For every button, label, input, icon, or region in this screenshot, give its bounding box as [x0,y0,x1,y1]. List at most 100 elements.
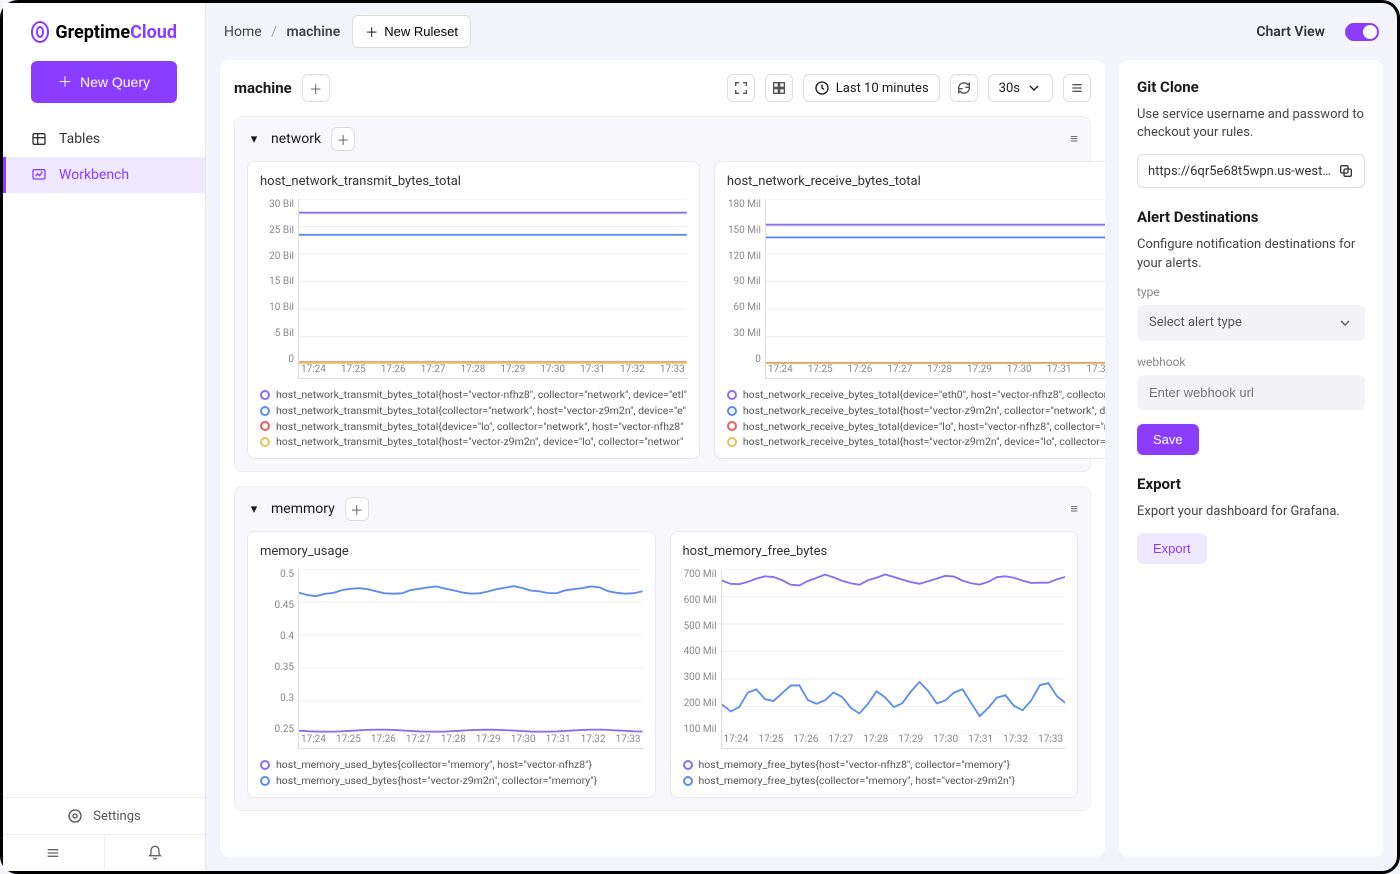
legend-item[interactable]: host_memory_used_bytes{collector="memory… [260,757,643,773]
sidebar-item-tables[interactable]: Tables [3,121,205,157]
legend-marker-icon [260,421,270,431]
topbar: Home / machine ＋ New Ruleset Chart View [206,3,1397,60]
x-tick: 17:26 [381,364,406,378]
bell-icon [147,845,163,861]
y-tick: 30 Bil [260,199,294,210]
x-tick: 17:27 [828,734,853,748]
alert-destinations-heading: Alert Destinations [1137,208,1365,226]
add-panel-button[interactable]: ＋ [345,497,369,521]
type-label: type [1137,285,1365,299]
y-tick: 100 Mil [683,724,717,735]
copy-icon[interactable] [1338,163,1354,179]
group-title: memmory [271,501,335,517]
settings-link[interactable]: Settings [3,797,205,834]
y-tick: 180 Mil [727,199,761,210]
menu-button[interactable] [3,835,105,871]
legend-label: host_network_receive_bytes_total{host="v… [743,403,1105,419]
chart-panel: memory_usage 0.50.450.40.350.30.25 17:24… [247,531,656,798]
add-panel-button[interactable]: ＋ [302,74,330,102]
webhook-input[interactable] [1137,375,1365,410]
x-tick: 17:31 [968,734,993,748]
legend-item[interactable]: host_network_receive_bytes_total{device=… [727,419,1105,435]
legend-label: host_memory_used_bytes{collector="memory… [276,757,592,773]
refresh-button[interactable] [950,74,978,102]
grid-button[interactable] [765,74,793,102]
dashboard-canvas: machine ＋ Last 10 minutes 30s [220,60,1105,857]
groups-container: ▾ network ＋ ≡ host_network_transmit_byte… [234,116,1091,811]
chevron-down-icon[interactable]: ▾ [247,132,261,146]
x-tick: 17:25 [336,734,361,748]
x-tick: 17:30 [933,734,958,748]
save-button[interactable]: Save [1137,424,1199,455]
x-tick: 17:24 [301,364,326,378]
sidebar-item-workbench[interactable]: Workbench [3,157,205,193]
x-tick: 17:29 [500,364,525,378]
legend-item[interactable]: host_memory_free_bytes{host="vector-nfhz… [683,757,1066,773]
y-tick: 600 Mil [683,595,717,606]
breadcrumb: Home / machine [224,24,340,40]
legend-item[interactable]: host_network_receive_bytes_total{host="v… [727,434,1105,450]
y-tick: 120 Mil [727,251,761,262]
alert-type-select[interactable]: Select alert type [1137,305,1365,341]
group-memmory: ▾ memmory ＋ ≡ memory_usage 0.50.450.40.3… [234,486,1091,811]
x-tick: 17:28 [863,734,888,748]
brand-name-2: Cloud [130,22,177,43]
legend-marker-icon [260,776,270,786]
new-ruleset-button[interactable]: ＋ New Ruleset [352,15,471,48]
export-button[interactable]: Export [1137,533,1207,564]
legend-label: host_memory_used_bytes{host="vector-z9m2… [276,773,597,789]
legend-item[interactable]: host_network_receive_bytes_total{device=… [727,387,1105,403]
legend-item[interactable]: host_network_receive_bytes_total{host="v… [727,403,1105,419]
menu-button[interactable] [1063,74,1091,102]
legend-item[interactable]: host_memory_used_bytes{host="vector-z9m2… [260,773,643,789]
add-panel-button[interactable]: ＋ [331,127,355,151]
fullscreen-button[interactable] [727,74,755,102]
chart-view-toggle[interactable] [1345,23,1379,41]
x-tick: 17:30 [511,734,536,748]
x-tick: 17:27 [421,364,446,378]
chevron-down-icon[interactable]: ▾ [247,502,261,516]
legend-label: host_network_transmit_bytes_total{host="… [276,434,683,450]
fullscreen-icon [733,80,749,96]
git-url-box[interactable]: https://6qr5e68t5wpn.us-west-2.aws.grept… [1137,154,1365,188]
x-tick: 17:32 [1086,364,1105,378]
x-tick: 17:26 [371,734,396,748]
chart-title: host_network_receive_bytes_total [727,174,1105,189]
legend-item[interactable]: host_memory_free_bytes{collector="memory… [683,773,1066,789]
group-menu-button[interactable]: ≡ [1070,501,1078,517]
legend-item[interactable]: host_network_transmit_bytes_total{device… [260,419,687,435]
y-tick: 0.35 [260,662,294,673]
x-tick: 17:32 [581,734,606,748]
legend-item[interactable]: host_network_transmit_bytes_total{collec… [260,403,687,419]
legend-label: host_network_receive_bytes_total{device=… [743,387,1105,403]
bell-button[interactable] [105,835,206,871]
legend-label: host_network_receive_bytes_total{device=… [743,419,1105,435]
legend-marker-icon [260,437,270,447]
x-tick: 17:32 [620,364,645,378]
group-network: ▾ network ＋ ≡ host_network_transmit_byte… [234,116,1091,472]
x-tick: 17:28 [461,364,486,378]
x-tick: 17:32 [1003,734,1028,748]
bottom-bar [3,834,205,871]
gridlines [299,199,687,364]
breadcrumb-home[interactable]: Home [224,24,262,40]
chart: 30 Bil25 Bil20 Bil15 Bil10 Bil5 Bil0 17:… [260,199,687,379]
y-tick: 0.5 [260,569,294,580]
x-tick: 17:27 [406,734,431,748]
group-menu-button[interactable]: ≡ [1070,131,1078,147]
legend-item[interactable]: host_network_transmit_bytes_total{host="… [260,387,687,403]
new-query-button[interactable]: ＋ New Query [31,61,177,103]
refresh-interval-select[interactable]: 30s [988,74,1053,102]
y-tick: 90 Mil [727,276,761,287]
tables-icon [31,131,47,147]
y-tick: 700 Mil [683,569,717,580]
plot-area: 17:2417:2517:2617:2717:2817:2917:3017:31… [765,199,1105,379]
legend: host_memory_free_bytes{host="vector-nfhz… [683,757,1066,789]
group-header: ▾ memmory ＋ ≡ [235,487,1090,531]
sidebar-item-label: Workbench [59,167,129,183]
legend-label: host_network_receive_bytes_total{host="v… [743,434,1105,450]
y-tick: 150 Mil [727,225,761,236]
plot-area: 17:2417:2517:2617:2717:2817:2917:3017:31… [298,569,643,749]
time-range-select[interactable]: Last 10 minutes [803,74,940,102]
legend-item[interactable]: host_network_transmit_bytes_total{host="… [260,434,687,450]
